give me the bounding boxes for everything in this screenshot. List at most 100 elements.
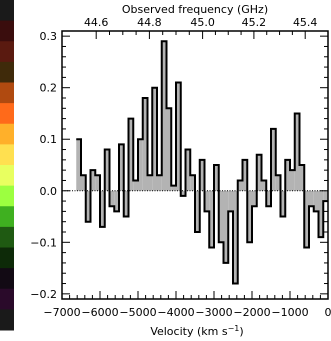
x-tick-label: −5000 — [119, 306, 156, 319]
spectrum-bin — [318, 190, 324, 238]
spectrum-bin — [294, 113, 300, 191]
spectrum-bin — [152, 87, 157, 191]
top-tick-label: 45.4 — [293, 16, 318, 29]
spectrum-bin — [90, 170, 96, 191]
spectrum-bin — [223, 190, 229, 263]
spectrum-bin — [166, 108, 172, 191]
spectrum-step-line — [76, 40, 328, 285]
spectrum-bin — [228, 190, 233, 212]
spectrum-bin — [142, 98, 148, 191]
y-tick-label: 0.1 — [40, 133, 58, 146]
background-strip-band — [0, 165, 14, 187]
spectrum-bin — [185, 149, 191, 191]
y-tick-label: 0.2 — [40, 82, 58, 95]
spectrum-bin — [147, 175, 153, 191]
background-strip-band — [0, 0, 14, 22]
spectrum-bin — [304, 190, 309, 248]
spectrum-bin — [171, 185, 176, 191]
spectrum-bin — [161, 41, 167, 191]
background-strip-band — [0, 206, 14, 228]
spectrum-bin — [199, 159, 205, 191]
spectrum-bin — [237, 180, 243, 191]
left-axis-ticks: −0.2 −0.1 0.0 0.1 0.2 0.3 — [30, 30, 328, 301]
top-axis-title: Observed frequency (GHz) — [122, 3, 268, 16]
spectrum-bin — [256, 154, 262, 191]
spectrum-bin — [138, 139, 143, 191]
spectrum-bin — [123, 190, 129, 217]
background-strip-band — [0, 309, 14, 331]
background-strip-band — [0, 247, 14, 269]
spectrum-bin — [280, 190, 286, 217]
bottom-axis-ticks: −7000 −6000 −5000 −4000 −3000 −2000 −1000 0 — [43, 291, 331, 319]
background-strip-band — [0, 103, 14, 125]
background-strip-band — [0, 288, 14, 310]
background-strip-band — [0, 226, 14, 248]
x-tick-label: −1000 — [271, 306, 308, 319]
spectrum-bin — [299, 165, 305, 191]
x-tick-label: −7000 — [43, 306, 80, 319]
background-strip-band — [0, 61, 14, 83]
spectrum-bin — [76, 139, 81, 191]
spectrum-bin — [209, 190, 214, 248]
spectrum-bin — [252, 190, 257, 207]
top-tick-label: 44.6 — [84, 16, 109, 29]
plot-frame — [61, 30, 329, 300]
x-tick-label: −6000 — [81, 306, 118, 319]
background-strip-band — [0, 41, 14, 63]
spectrum-bin — [309, 190, 314, 207]
top-tick-label: 45.0 — [190, 16, 215, 29]
top-tick-label: 44.8 — [137, 16, 162, 29]
spectrum-bin — [104, 149, 110, 191]
spectrum-bin — [204, 190, 210, 212]
top-tick-label: 45.2 — [242, 16, 267, 29]
x-tick-label: 0 — [325, 306, 331, 319]
background-strip-band — [0, 20, 14, 42]
spectrum-bin — [233, 190, 238, 284]
spectrum-bin — [180, 190, 186, 196]
y-tick-label: −0.2 — [30, 288, 57, 301]
spectrum-bin — [109, 190, 115, 207]
x-tick-label: −2000 — [233, 306, 270, 319]
spectrum-bin — [290, 170, 295, 191]
spectrum-bin — [285, 159, 290, 191]
spectrum-bin — [81, 175, 86, 191]
x-axis-title-exponent: −1 — [228, 324, 240, 333]
spectrum-bin — [190, 175, 195, 191]
spectrum-bin — [271, 128, 276, 191]
background-strip-band — [0, 82, 14, 104]
y-tick-label: −0.1 — [30, 236, 57, 249]
x-tick-label: −4000 — [157, 306, 194, 319]
background-image-strip — [0, 0, 14, 331]
background-strip-band — [0, 268, 14, 290]
y-tick-label: 0.3 — [40, 30, 58, 43]
spectrum-bin — [195, 190, 200, 232]
spectrum-bin — [100, 190, 105, 227]
histogram-fill — [76, 41, 328, 284]
spectrum-bin — [323, 190, 328, 202]
spectrum-bin — [119, 144, 124, 191]
background-strip-band — [0, 144, 14, 166]
top-axis-ticks: 44.6 44.8 45.0 45.2 45.4 — [84, 16, 318, 39]
spectrum-bin — [214, 165, 219, 191]
spectrum-bin — [128, 118, 134, 191]
x-axis-title-prefix: Velocity (km s — [150, 325, 228, 338]
x-tick-label: −3000 — [195, 306, 232, 319]
background-strip-band — [0, 185, 14, 207]
spectrum-bin — [157, 175, 162, 191]
spectrum-bin — [85, 190, 91, 222]
spectrum-bin — [176, 82, 181, 191]
spectrum-bin — [95, 175, 100, 191]
x-axis-title-suffix: ) — [239, 325, 243, 338]
spectrum-bin — [261, 180, 267, 191]
spectrum-bin — [313, 190, 319, 212]
spectrum-bin — [242, 159, 248, 191]
spectrum-bin — [266, 190, 271, 207]
y-tick-label: 0.0 — [40, 185, 58, 198]
x-axis-title: Velocity (km s−1) — [150, 324, 243, 338]
spectrum-bin — [247, 190, 252, 243]
spectrum-bin — [218, 190, 224, 243]
background-strip-band — [0, 123, 14, 145]
spectrum-bin — [133, 180, 138, 191]
spectrum-bin — [114, 190, 119, 212]
